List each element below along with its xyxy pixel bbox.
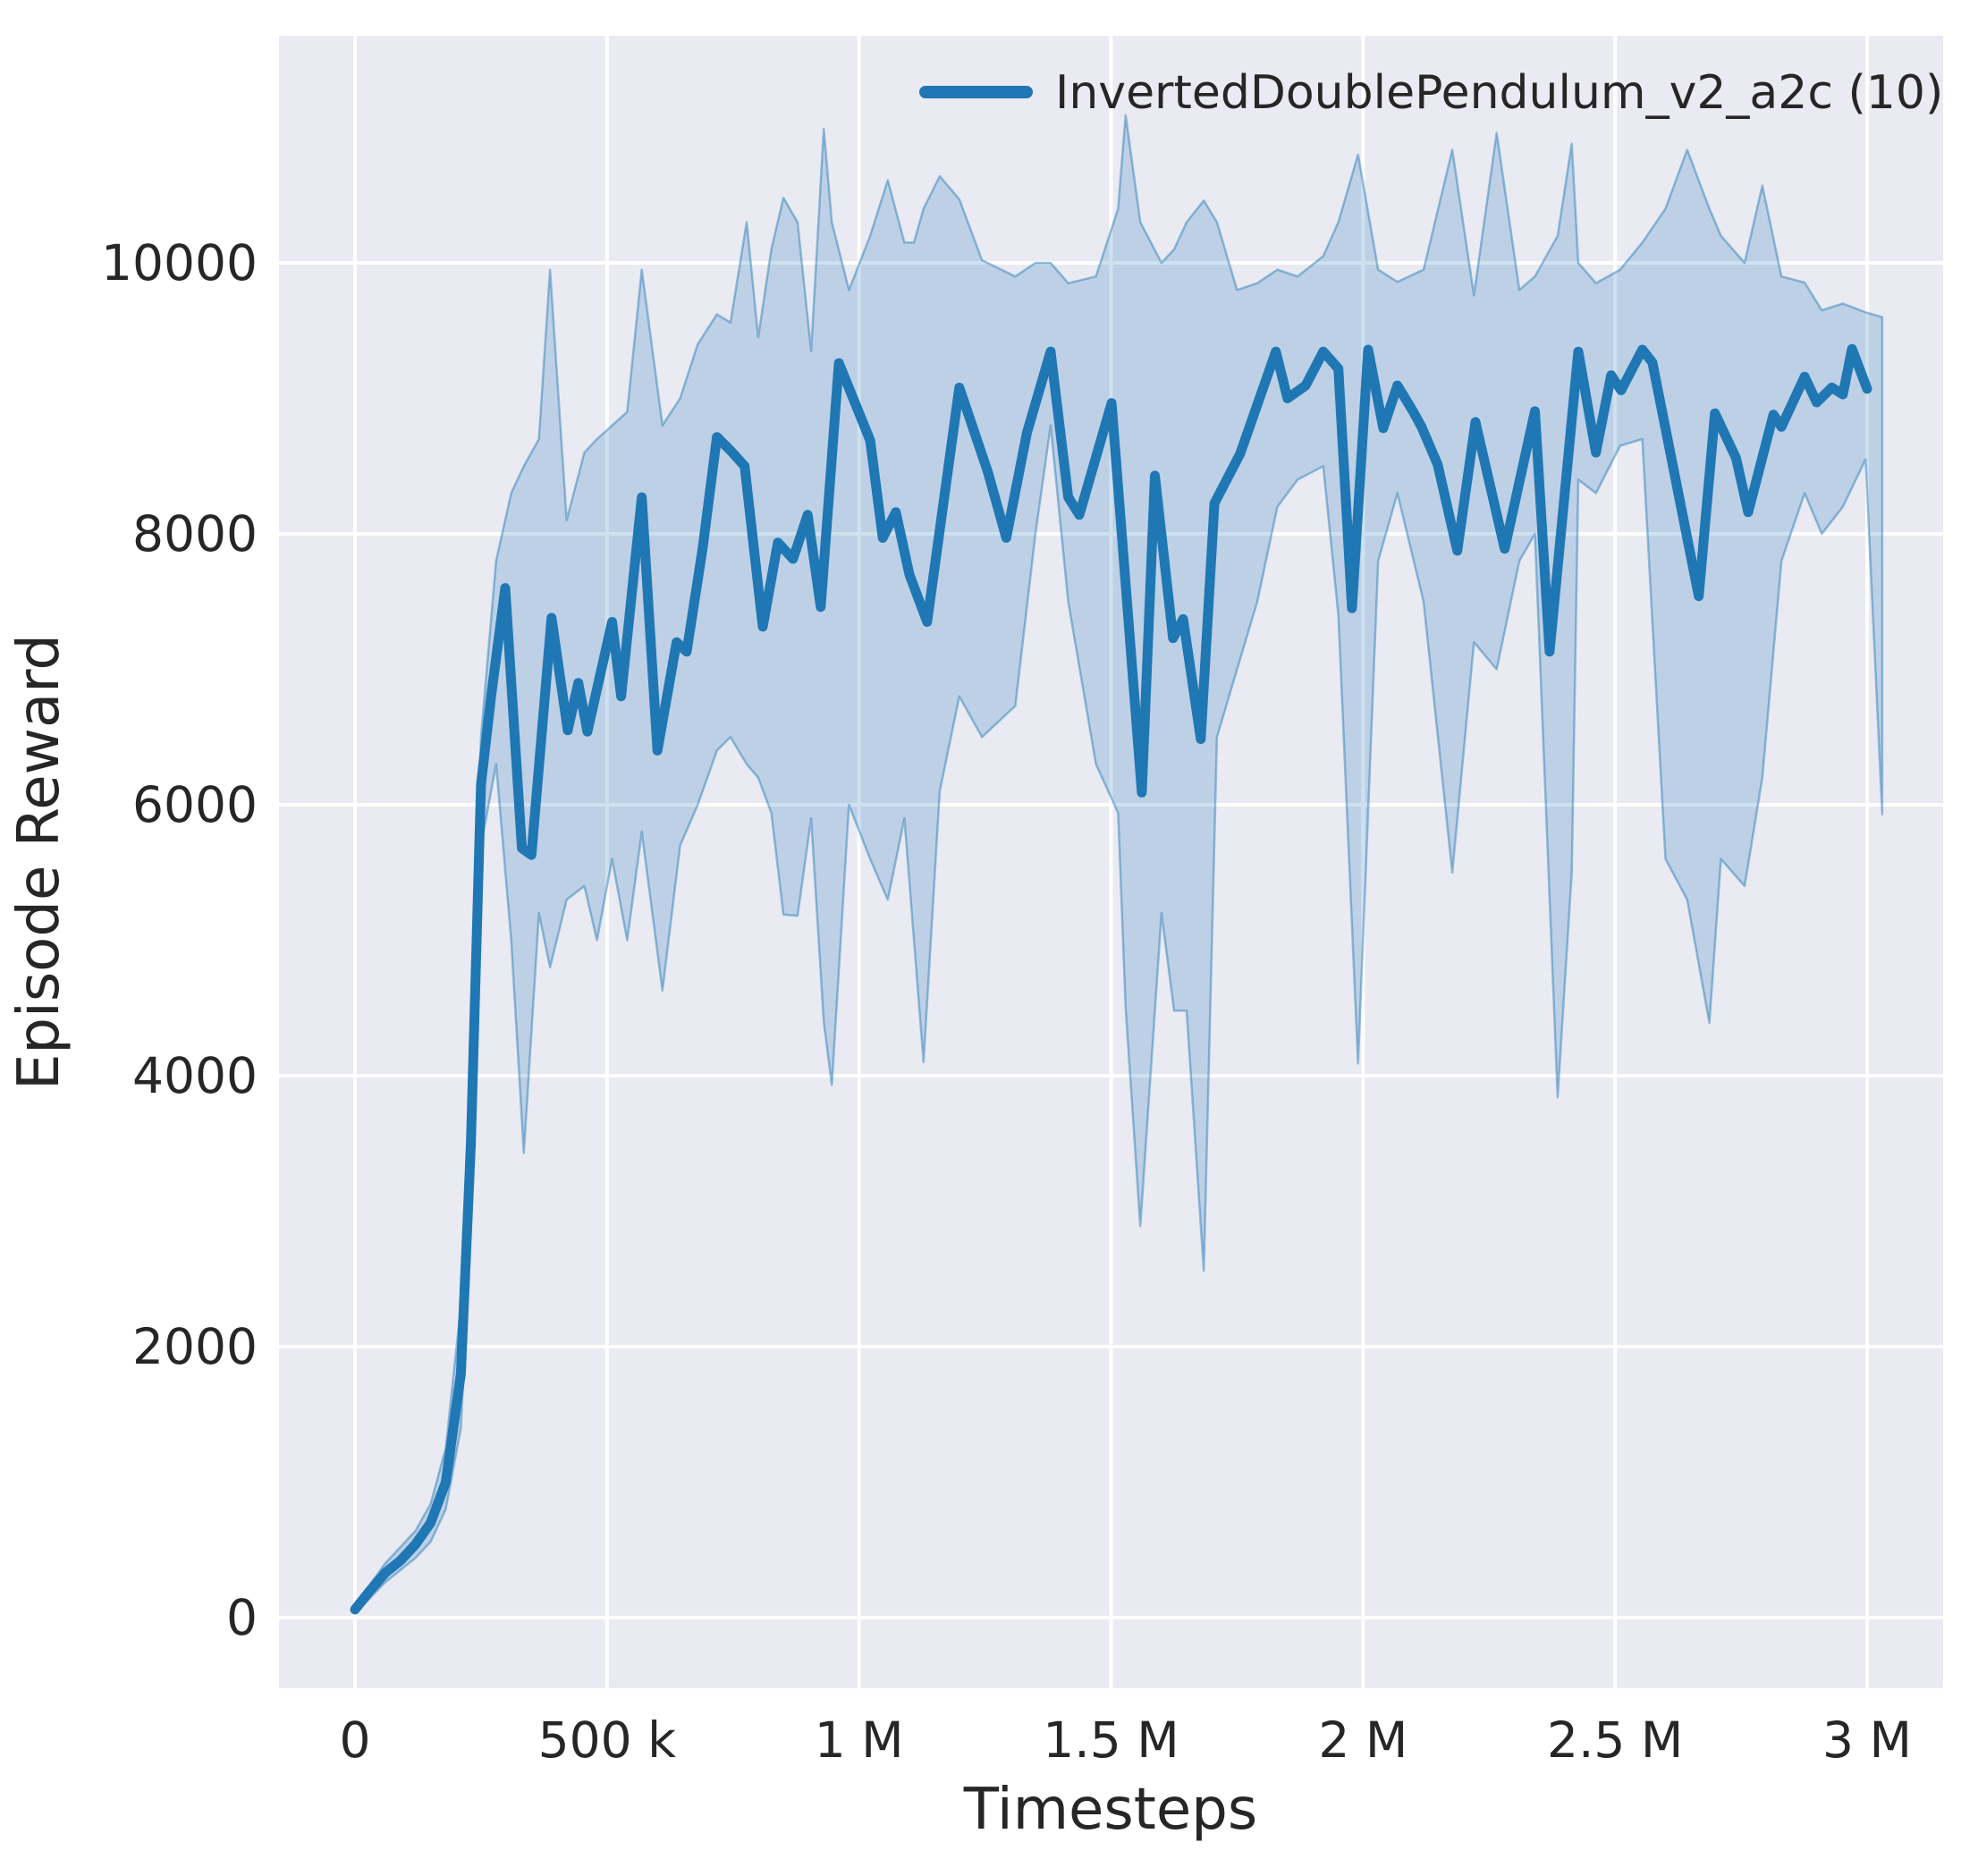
y-tick-labels: 0 2000 4000 6000 8000 10000	[101, 234, 258, 1646]
x-tick-label: 2 M	[1318, 1711, 1407, 1769]
y-tick-label: 8000	[132, 505, 258, 562]
y-tick-label: 6000	[132, 776, 258, 833]
y-tick-label: 0	[226, 1589, 258, 1646]
y-tick-label: 4000	[132, 1047, 258, 1104]
x-tick-label: 1 M	[815, 1711, 904, 1769]
confidence-band	[353, 114, 1884, 1615]
x-tick-label: 0	[340, 1711, 371, 1769]
y-tick-label: 10000	[101, 234, 258, 292]
legend: InvertedDoublePendulum_v2_a2c (10)	[919, 66, 1943, 120]
x-tick-label: 500 k	[538, 1711, 676, 1769]
y-tick-label: 2000	[132, 1318, 258, 1375]
x-tick-label: 2.5 M	[1547, 1711, 1683, 1769]
legend-label: InvertedDoublePendulum_v2_a2c (10)	[1055, 66, 1943, 120]
x-axis-label: Timesteps	[963, 1777, 1257, 1843]
x-tick-label: 3 M	[1822, 1711, 1912, 1769]
gridlines	[279, 36, 1943, 1688]
x-tick-labels: 0 500 k 1 M 1.5 M 2 M 2.5 M 3 M	[340, 1711, 1912, 1769]
series-line	[350, 343, 1872, 1615]
x-tick-label: 1.5 M	[1043, 1711, 1179, 1769]
y-axis-label: Episode Reward	[6, 634, 72, 1090]
